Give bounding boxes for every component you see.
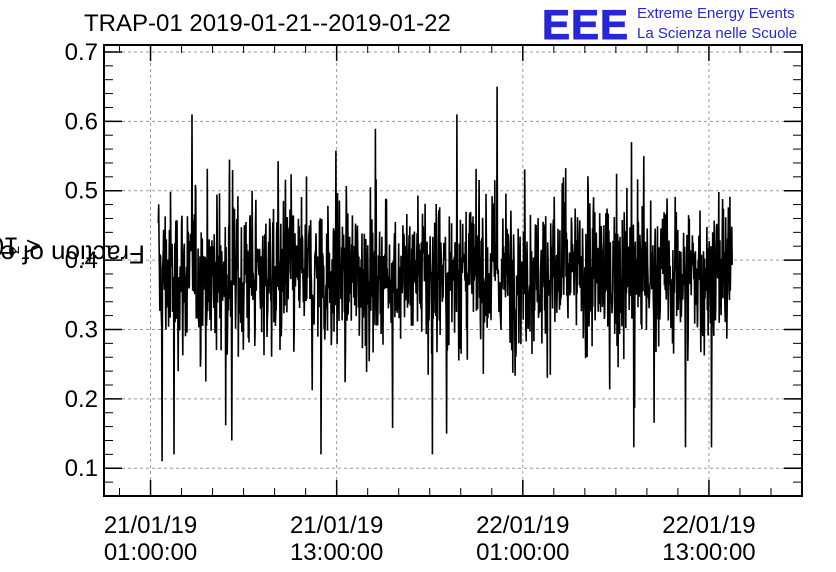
eee-logo: EEE (541, 1, 630, 48)
logo-line-1: Extreme Energy Events (637, 5, 795, 22)
y-tick-label: 0.1 (65, 455, 98, 482)
chart-title: TRAP-01 2019-01-21--2019-01-22 (84, 10, 451, 37)
y-tick-label: 0.4 (65, 247, 98, 274)
x-tick-label-date: 22/01/19 (476, 512, 569, 539)
x-tick-label-time: 01:00:00 (104, 539, 197, 566)
y-tick-label: 0.2 (65, 386, 98, 413)
logo-line-2: La Scienza nelle Scuole (637, 25, 798, 42)
series-line (157, 86, 733, 462)
plot-frame (103, 44, 803, 497)
y-tick-label: 0.7 (65, 39, 98, 66)
axes: 0.10.20.30.40.50.60.721/01/1901:00:0021/… (65, 39, 803, 566)
x-tick-label-date: 22/01/19 (662, 512, 755, 539)
y-tick-label: 0.6 (65, 108, 98, 135)
x-tick-label-date: 21/01/19 (104, 512, 197, 539)
y-tick-label: 0.3 (65, 316, 98, 343)
x-tick-label-time: 01:00:00 (476, 539, 569, 566)
x-tick-label-time: 13:00:00 (662, 539, 755, 566)
x-tick-label-date: 21/01/19 (290, 512, 383, 539)
y-axis-label-tail: < 10.0 (0, 231, 42, 262)
x-tick-label-time: 13:00:00 (290, 539, 383, 566)
y-tick-label: 0.5 (65, 178, 98, 205)
